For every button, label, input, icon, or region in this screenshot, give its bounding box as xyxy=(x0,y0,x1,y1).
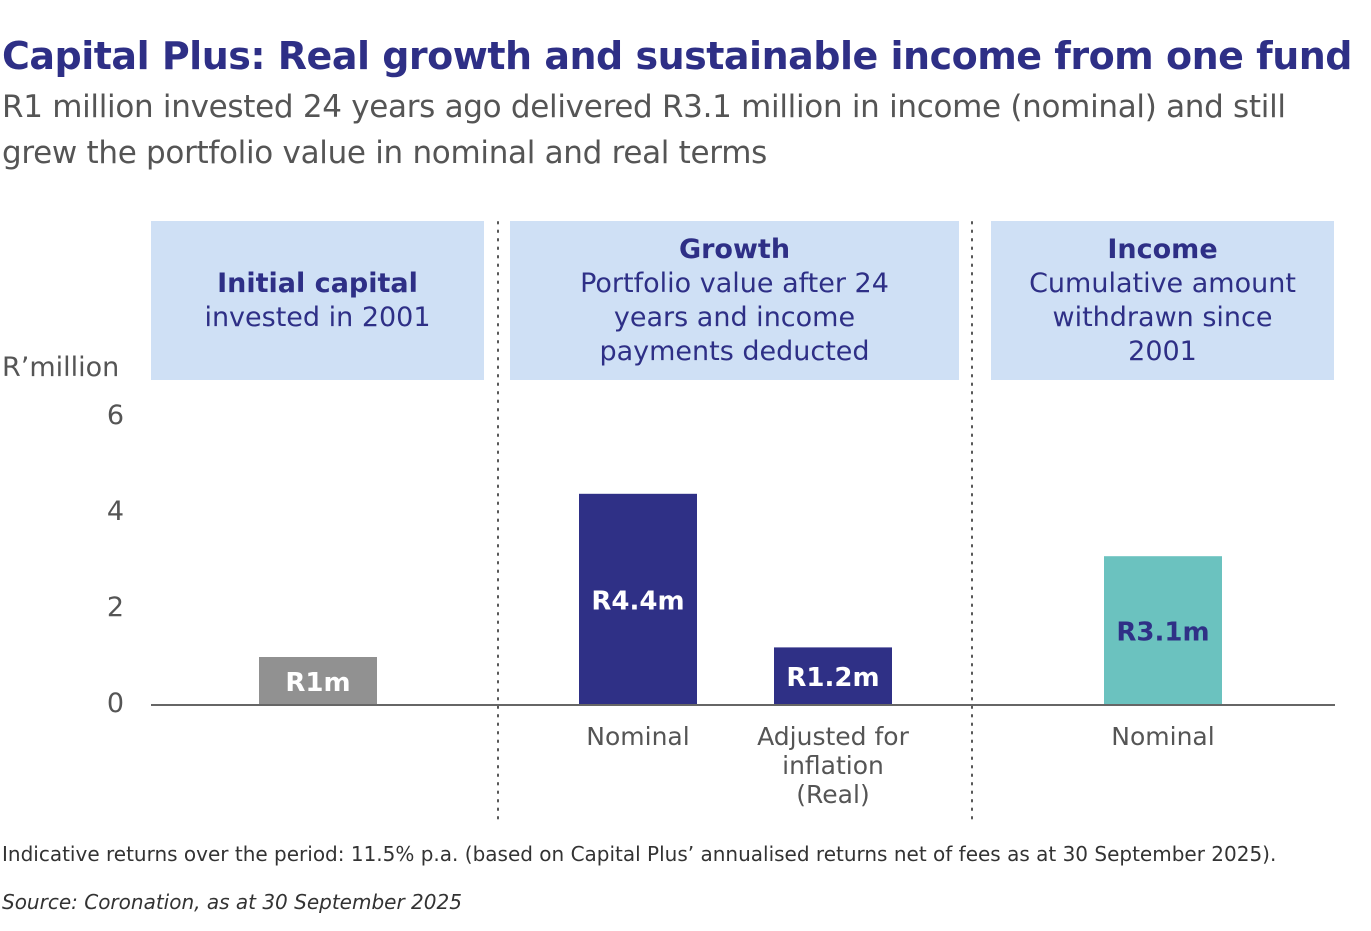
bar xyxy=(1104,556,1222,705)
chart-title: Capital Plus: Real growth and sustainabl… xyxy=(2,34,1353,78)
footnote: Indicative returns over the period: 11.5… xyxy=(2,842,1277,866)
bar xyxy=(774,647,892,705)
category-label: Adjusted for inflation (Real) xyxy=(757,722,909,809)
bar-value-label: R3.1m xyxy=(1116,618,1209,648)
bar xyxy=(579,493,697,705)
y-tick-label: 6 xyxy=(106,400,124,431)
bar-value-label: R1.2m xyxy=(786,663,879,693)
group-subtitle: Cumulative amount withdrawn since 2001 xyxy=(1029,267,1296,367)
source-note: Source: Coronation, as at 30 September 2… xyxy=(2,890,462,914)
group-subtitle: invested in 2001 xyxy=(204,301,431,333)
y-tick-label: 2 xyxy=(106,592,124,623)
y-axis-label: R’million xyxy=(2,352,120,383)
bar-value-label: R4.4m xyxy=(591,586,684,616)
group-title: Initial capital xyxy=(217,267,418,299)
group-subtitle: Portfolio value after 24 years and incom… xyxy=(580,267,889,367)
chart-subtitle: R1 million invested 24 years ago deliver… xyxy=(2,89,1286,171)
group-header-income: Income Cumulative amount withdrawn since… xyxy=(991,221,1334,380)
group-header-initial: Initial capital invested in 2001 xyxy=(151,221,484,380)
bar-value-label: R1m xyxy=(285,668,350,698)
y-tick-label: 4 xyxy=(106,496,124,527)
group-title: Growth xyxy=(678,233,791,265)
bar xyxy=(259,657,377,705)
category-label: Nominal xyxy=(1111,722,1215,751)
y-tick-label: 0 xyxy=(106,688,124,719)
group-header-growth: Growth Portfolio value after 24 years an… xyxy=(510,221,959,380)
category-label: Nominal xyxy=(586,722,690,751)
group-title: Income xyxy=(1107,233,1218,265)
